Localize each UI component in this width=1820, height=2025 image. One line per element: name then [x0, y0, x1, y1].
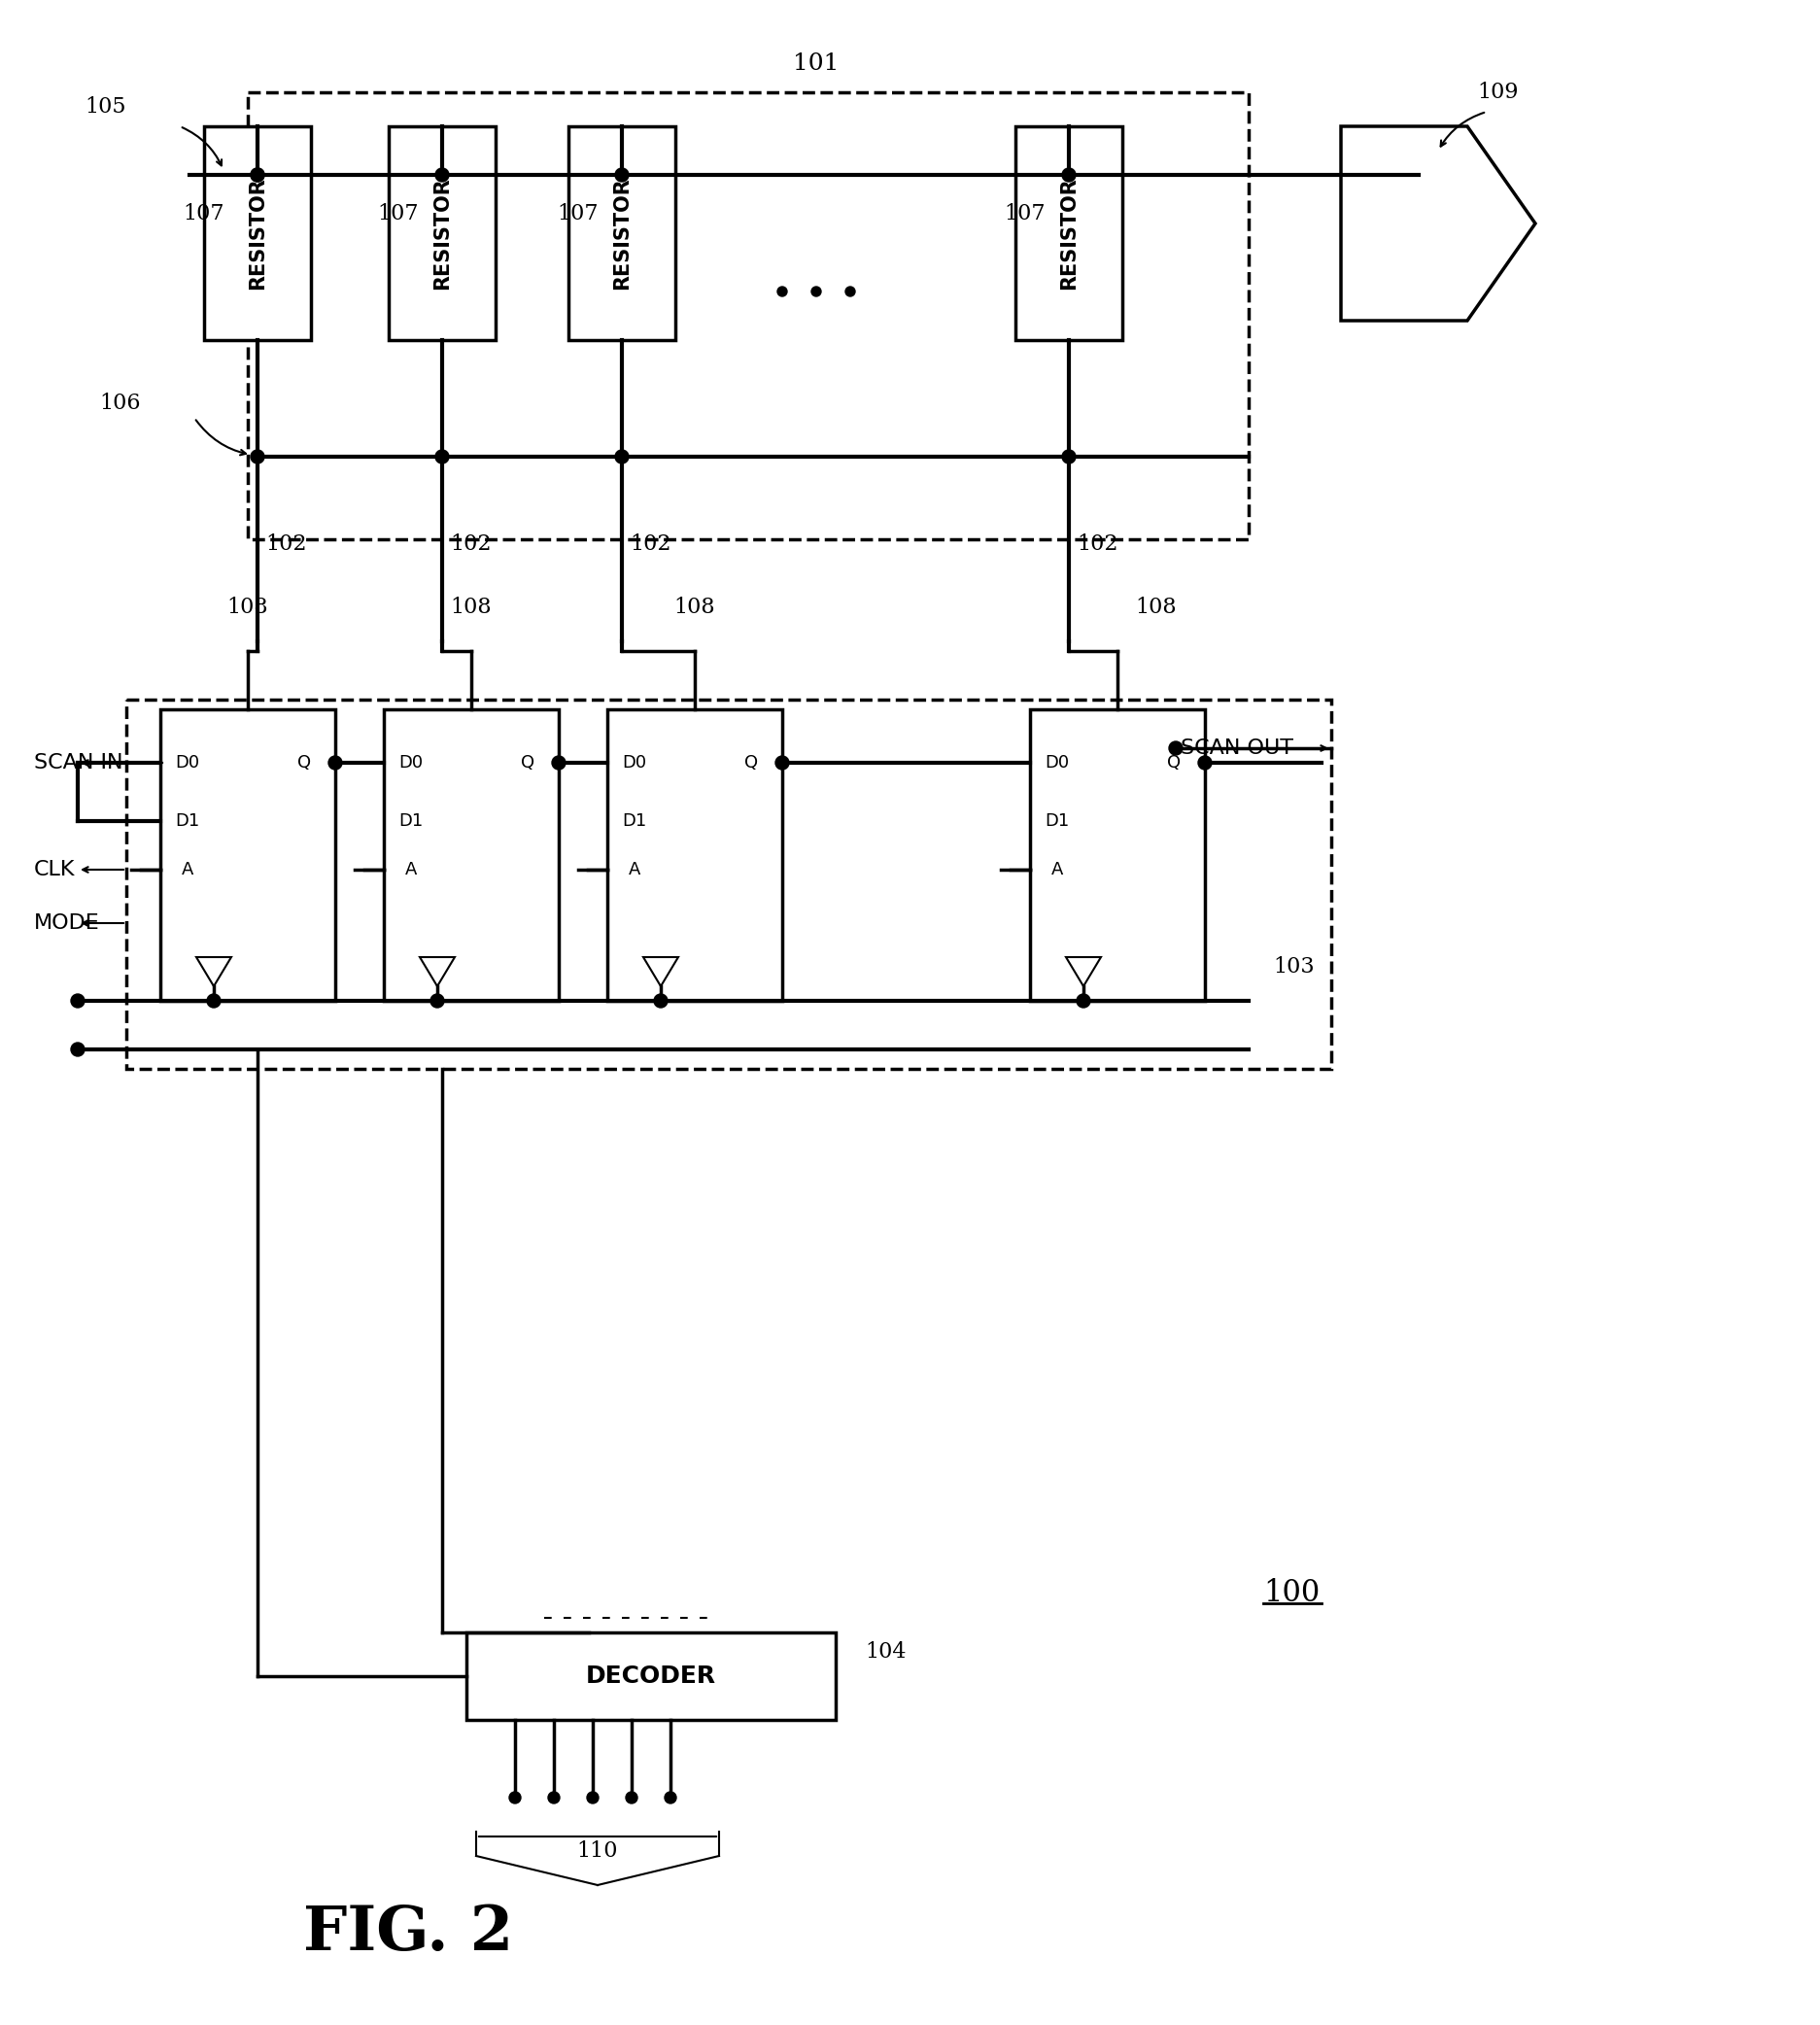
Circle shape [1168, 741, 1183, 755]
Circle shape [1063, 450, 1076, 464]
Circle shape [435, 168, 450, 182]
Circle shape [844, 288, 855, 296]
Text: D1: D1 [622, 812, 646, 830]
Circle shape [1077, 994, 1090, 1008]
Bar [160, 709, 335, 1000]
Circle shape [548, 1792, 561, 1804]
Text: 104: 104 [864, 1640, 906, 1663]
Text: A: A [628, 861, 641, 879]
Circle shape [251, 450, 264, 464]
Circle shape [328, 755, 342, 770]
Text: MODE: MODE [35, 913, 100, 934]
Circle shape [435, 450, 450, 464]
Text: 103: 103 [1272, 956, 1314, 978]
Text: 110: 110 [577, 1841, 619, 1861]
Bar [389, 126, 495, 340]
Text: 109: 109 [1478, 81, 1518, 103]
Text: 100: 100 [1263, 1580, 1320, 1608]
Bar [126, 699, 1330, 1069]
Text: 102: 102 [630, 533, 672, 555]
Text: D1: D1 [175, 812, 200, 830]
Text: 107: 107 [184, 203, 224, 225]
Text: 106: 106 [100, 393, 140, 413]
Text: 101: 101 [794, 53, 839, 75]
Text: D0: D0 [1045, 753, 1070, 772]
Text: D0: D0 [399, 753, 424, 772]
Circle shape [251, 168, 264, 182]
Text: A: A [406, 861, 417, 879]
Text: SCAN OUT: SCAN OUT [1181, 739, 1294, 757]
Text: 107: 107 [379, 203, 419, 225]
Text: A: A [182, 861, 193, 879]
Text: Q: Q [744, 753, 757, 772]
Text: RESISTOR: RESISTOR [612, 176, 632, 290]
Bar [1030, 709, 1205, 1000]
Text: 108: 108 [673, 597, 715, 618]
Text: Q: Q [1167, 753, 1181, 772]
Circle shape [775, 755, 790, 770]
Text: 102: 102 [451, 533, 491, 555]
Bar [608, 709, 783, 1000]
Circle shape [615, 450, 628, 464]
Text: 107: 107 [557, 203, 599, 225]
Bar [1016, 126, 1123, 340]
Text: D0: D0 [622, 753, 646, 772]
Bar [248, 93, 1249, 539]
Text: 108: 108 [451, 597, 491, 618]
Text: 105: 105 [86, 97, 126, 117]
Bar [384, 709, 559, 1000]
Circle shape [1198, 755, 1212, 770]
Text: 108: 108 [228, 597, 269, 618]
Circle shape [664, 1792, 677, 1804]
Circle shape [615, 168, 628, 182]
Circle shape [653, 994, 668, 1008]
Text: DECODER: DECODER [586, 1665, 717, 1687]
Text: D1: D1 [1045, 812, 1070, 830]
Circle shape [71, 994, 84, 1008]
Circle shape [207, 994, 220, 1008]
Text: 102: 102 [266, 533, 308, 555]
Text: D0: D0 [175, 753, 200, 772]
Bar [466, 1632, 835, 1719]
Circle shape [777, 288, 786, 296]
Text: RESISTOR: RESISTOR [1059, 176, 1079, 290]
Text: Q: Q [521, 753, 535, 772]
Text: 107: 107 [1005, 203, 1046, 225]
Circle shape [71, 1043, 84, 1057]
Text: 108: 108 [1136, 597, 1178, 618]
Text: D1: D1 [399, 812, 424, 830]
Circle shape [626, 1792, 637, 1804]
Circle shape [551, 755, 566, 770]
Circle shape [1063, 168, 1076, 182]
Text: CLK: CLK [35, 861, 75, 879]
Bar [204, 126, 311, 340]
Text: Q: Q [297, 753, 311, 772]
Circle shape [251, 168, 264, 182]
Circle shape [431, 994, 444, 1008]
Text: SCAN IN: SCAN IN [35, 753, 124, 772]
Circle shape [586, 1792, 599, 1804]
Text: FIG. 2: FIG. 2 [304, 1904, 513, 1964]
Text: RESISTOR: RESISTOR [433, 176, 451, 290]
Bar [568, 126, 675, 340]
Circle shape [812, 288, 821, 296]
Text: A: A [1052, 861, 1063, 879]
Text: 102: 102 [1077, 533, 1119, 555]
Circle shape [510, 1792, 521, 1804]
Text: RESISTOR: RESISTOR [248, 176, 268, 290]
